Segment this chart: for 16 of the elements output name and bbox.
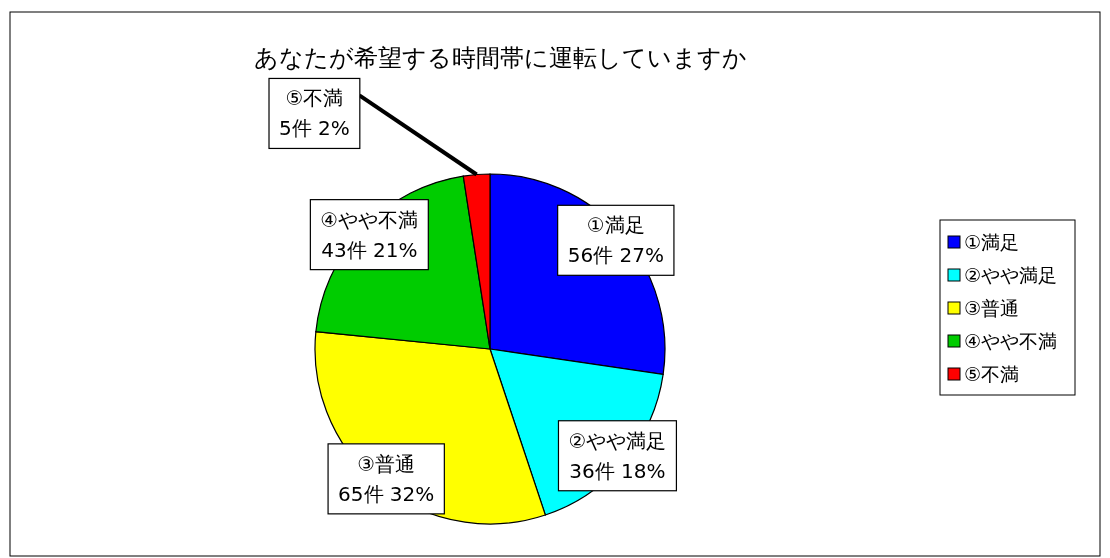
legend-label: ⑤不満 bbox=[964, 363, 1020, 385]
legend-label: ②やや満足 bbox=[964, 264, 1058, 286]
data-label: 65件 32% bbox=[338, 481, 435, 506]
data-label: 56件 27% bbox=[567, 243, 664, 268]
legend-label: ④やや不満 bbox=[964, 330, 1058, 352]
data-label: 43件 21% bbox=[321, 237, 418, 262]
data-label: 5件 2% bbox=[279, 116, 350, 141]
slice-label: ①満足 bbox=[586, 213, 645, 238]
slice-label: ③普通 bbox=[357, 451, 416, 476]
data-label: 36件 18% bbox=[569, 458, 666, 483]
slice-label: ②やや満足 bbox=[568, 428, 667, 453]
title: あなたが希望する時間帯に運転していますか bbox=[253, 44, 747, 72]
slice-label: ⑤不満 bbox=[285, 86, 344, 111]
slice-label: ④やや不満 bbox=[320, 207, 419, 232]
legend-label: ③普通 bbox=[964, 297, 1020, 319]
legend-label: ①満足 bbox=[964, 231, 1020, 253]
